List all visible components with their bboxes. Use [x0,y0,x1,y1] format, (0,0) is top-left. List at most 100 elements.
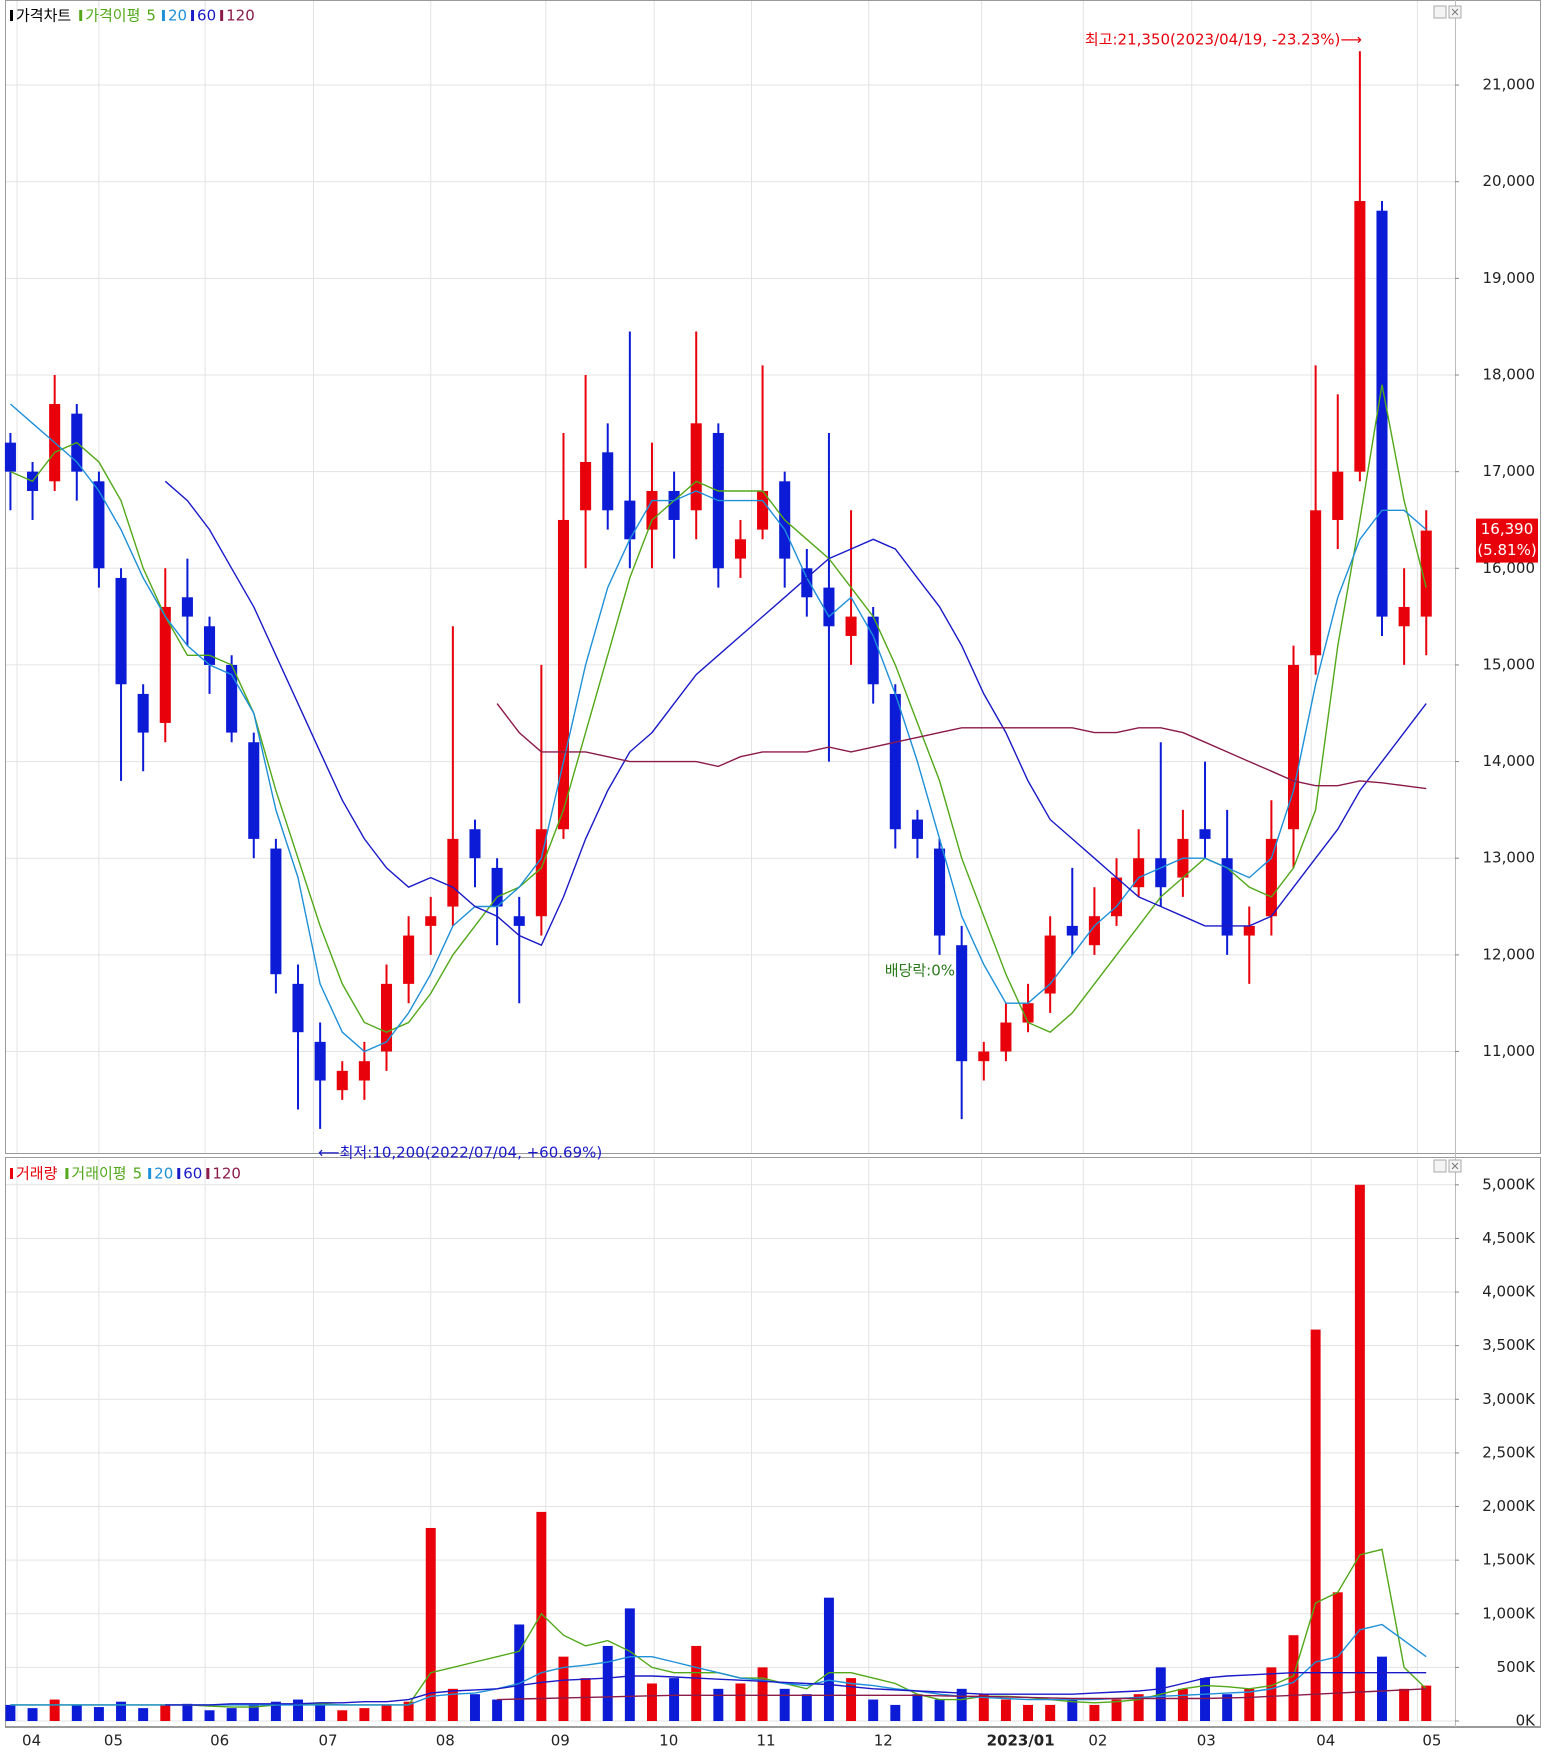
y-tick-label: 3,000K [1482,1390,1536,1408]
legend-title: 거래량 [16,1165,58,1183]
legend-entry: 120 [212,1165,241,1183]
minimize-button[interactable] [1433,1159,1447,1173]
x-tick-label: 05 [104,1732,123,1750]
candle-body [1376,210,1388,617]
moving-average-line [10,384,1427,1034]
last-price-box [1476,518,1538,563]
candle-body [1332,471,1344,520]
volume-bar [1045,1704,1056,1721]
price-window-buttons[interactable] [1433,5,1462,19]
candle-body [358,1061,370,1081]
y-tick-label: 21,000 [1483,76,1536,94]
x-tick-label: 07 [318,1732,337,1750]
volume-bar [71,1704,82,1721]
candle-body [1066,925,1078,936]
candle-body [226,664,238,733]
legend-entry: 20 [154,1165,173,1183]
volume-bar [49,1699,60,1721]
candle-body [535,829,547,917]
candle-body [447,838,459,907]
legend-entry: 60 [183,1165,202,1183]
y-tick-label: 16,000 [1483,559,1536,577]
y-tick-label: 18,000 [1483,365,1536,383]
volume-bar [757,1667,768,1721]
candle-body [1398,606,1410,627]
volume-bar [315,1704,326,1721]
minimize-button[interactable] [1433,5,1447,19]
moving-average-line [10,1623,1427,1706]
x-tick-label: 06 [210,1732,229,1750]
volume-bar [470,1694,480,1721]
candle-body [1088,916,1100,946]
moving-average-line [165,1672,1427,1706]
x-tick-label: 2023/01 [987,1732,1055,1750]
x-tick-label: 02 [1088,1732,1107,1750]
candle-body [845,616,857,636]
candle-body [159,606,171,723]
volume-window-buttons[interactable] [1433,1159,1462,1173]
y-tick-label: 20,000 [1483,172,1536,190]
x-tick-label: 08 [436,1732,455,1750]
moving-average-line [9,403,1427,1053]
volume-bar [492,1699,503,1721]
volume-bar [646,1683,657,1721]
legend-entry: 120 [226,7,255,25]
volume-bar [868,1699,879,1721]
volume-bar [248,1704,259,1721]
x-tick-label: 12 [874,1732,893,1750]
volume-bar [5,1704,16,1721]
volume-bar [1244,1688,1255,1721]
volume-bar [735,1683,746,1721]
candle-body [137,693,149,733]
volume-bar [1067,1699,1078,1721]
candle-body [1221,858,1233,936]
candle-body [1287,664,1300,830]
volume-bar [912,1694,923,1721]
legend-entry: 5 [133,1165,143,1183]
legend-marker [220,10,224,21]
volume-bar [182,1703,193,1721]
volume-bar [226,1708,237,1721]
volume-bar [270,1701,281,1721]
candle-body [115,577,127,685]
candle-body [1243,925,1255,936]
y-tick-label: 0K [1516,1712,1537,1730]
volume-bar [1310,1329,1321,1721]
candle-body [491,867,503,907]
candle-body [93,481,105,569]
candle-body [1199,829,1211,839]
x-tick-label: 09 [551,1732,570,1750]
x-tick-label: 11 [757,1732,776,1750]
legend-ma-title: 거래이평 [71,1165,126,1183]
volume-bar [1222,1694,1233,1721]
volume-bar [691,1645,702,1721]
volume-bar [93,1707,104,1721]
volume-bar [1354,1184,1365,1721]
last-price-label: 16,390 [1481,520,1534,538]
candle-body [911,819,923,839]
y-tick-label: 13,000 [1483,849,1536,867]
high-annotation: 최고:21,350(2023/04/19, -23.23%)⟶ [1085,31,1362,49]
volume-bar [978,1694,989,1721]
candle-body [1420,530,1432,617]
candle-body [4,442,16,472]
volume-bar [425,1527,436,1721]
candle-body [646,490,658,530]
volume-panel-frame [5,1157,1541,1727]
volume-bar [934,1699,945,1721]
y-tick-label: 4,500K [1482,1229,1536,1247]
x-tick-label: 05 [1422,1732,1441,1750]
y-tick-label: 5,000K [1482,1175,1536,1193]
volume-bar [823,1597,834,1721]
candle-body [248,742,260,839]
candle-body [801,568,813,598]
candle-body [513,916,525,926]
candle-body [557,519,570,830]
volume-bar [602,1645,613,1721]
close-icon [1451,1162,1459,1170]
volume-bar [447,1688,458,1721]
y-tick-label: 1,000K [1482,1604,1536,1622]
volume-bar [514,1624,525,1721]
